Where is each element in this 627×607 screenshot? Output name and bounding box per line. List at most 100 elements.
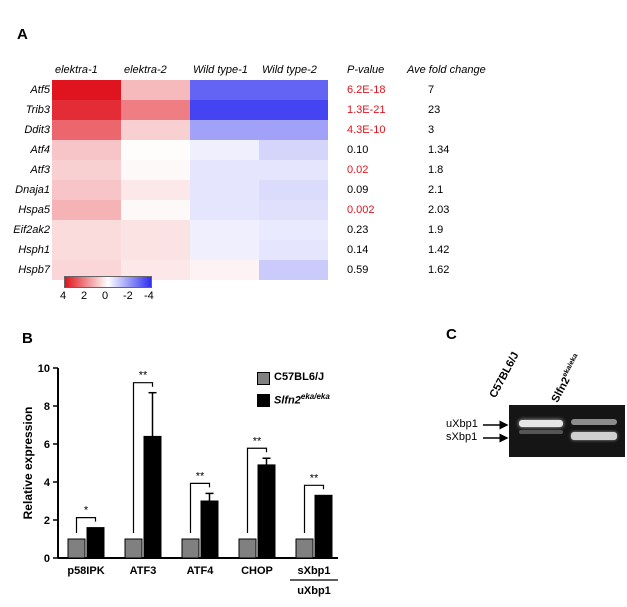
significance-bracket xyxy=(246,447,268,533)
bar-c57 xyxy=(295,538,314,559)
y-tick-label: 10 xyxy=(38,363,50,375)
heatmap-cell xyxy=(121,240,190,260)
pvalue-cell: 0.002 xyxy=(347,204,375,216)
significance-bracket xyxy=(303,484,325,533)
heatmap-cell xyxy=(121,100,190,120)
pvalue-cell: 0.23 xyxy=(347,224,369,236)
band-label-uxbp1: uXbp1 xyxy=(446,418,478,430)
heatmap-cell xyxy=(52,160,121,180)
heatmap-cell xyxy=(52,180,121,200)
gel-band-wt-u-faint xyxy=(519,430,563,434)
heatmap-cell xyxy=(190,160,259,180)
heatmap-row-label: Eif2ak2 xyxy=(13,224,50,236)
heatmap-cell xyxy=(259,260,328,280)
heatmap-cell xyxy=(52,220,121,240)
band-arrows xyxy=(483,420,509,443)
gel-image xyxy=(509,405,625,457)
fold-change-header: Ave fold change xyxy=(407,64,486,76)
heatmap-row-label: Hspa5 xyxy=(18,204,50,216)
y-tick-label: 4 xyxy=(44,477,51,489)
panel-c-label: C xyxy=(446,326,457,343)
pvalue-cell: 0.59 xyxy=(347,264,369,276)
fold-change-cell: 1.8 xyxy=(428,164,444,176)
gel-band-eka-u xyxy=(571,419,617,425)
heatmap-cell xyxy=(52,120,121,140)
heatmap-cell xyxy=(259,160,328,180)
color-scale-bar xyxy=(64,276,152,288)
color-scale-tick: -2 xyxy=(123,290,133,302)
heatmap-cell xyxy=(121,180,190,200)
heatmap-cell xyxy=(121,220,190,240)
heatmap-cell xyxy=(259,240,328,260)
bar-slfn2 xyxy=(86,527,105,559)
heatmap-cell xyxy=(52,260,121,280)
heatmap-cell xyxy=(121,80,190,100)
y-axis-label: Relative expression xyxy=(21,407,35,520)
color-scale-tick: 0 xyxy=(102,290,109,302)
legend-swatch-c57 xyxy=(257,372,270,385)
pvalue-cell: 6.2E-18 xyxy=(347,84,386,96)
heatmap-cell xyxy=(52,240,121,260)
pvalue-cell: 0.14 xyxy=(347,244,369,256)
y-tick-label: 0 xyxy=(44,553,50,565)
legend-label-slfn2: Slfn2eka/eka xyxy=(274,392,330,407)
heatmap-column-header: elektra-2 xyxy=(124,64,167,76)
legend-label-c57: C57BL6/J xyxy=(274,371,325,383)
heatmap-row-label: Atf3 xyxy=(30,164,50,176)
heatmap-cell xyxy=(190,140,259,160)
x-tick-label: ATF4 xyxy=(187,565,215,577)
pvalue-cell: 0.10 xyxy=(347,144,369,156)
pvalue-cell: 0.02 xyxy=(347,164,369,176)
fold-change-cell: 2.1 xyxy=(428,184,444,196)
heatmap-cell xyxy=(259,140,328,160)
heatmap-column-header: Wild type-1 xyxy=(193,64,248,76)
heatmap-cell xyxy=(190,220,259,240)
color-scale-tick: 4 xyxy=(60,290,67,302)
color-scale-tick: 2 xyxy=(81,290,88,302)
fold-change-cell: 7 xyxy=(428,84,435,96)
heatmap-row-label: Hsph1 xyxy=(18,244,50,256)
fold-change-cell: 1.9 xyxy=(428,224,444,236)
bar-c57 xyxy=(238,538,257,559)
heatmap-cell xyxy=(190,80,259,100)
pvalue-header: P-value xyxy=(347,64,385,76)
heatmap-cell xyxy=(190,200,259,220)
heatmap-cell xyxy=(121,120,190,140)
fold-change-cell: 2.03 xyxy=(428,204,450,216)
y-tick-label: 2 xyxy=(44,515,50,527)
heatmap-row-label: Dnaja1 xyxy=(15,184,50,196)
bar-chart: 0 2 4 6 8 10 Relative expression * p58IPK ** ATF3 *… xyxy=(21,363,338,597)
bar-slfn2 xyxy=(143,435,162,559)
legend-swatch-slfn2 xyxy=(257,394,270,407)
pvalue-cell: 1.3E-21 xyxy=(347,104,386,116)
fold-change-cell: 1.42 xyxy=(428,244,450,256)
heatmap-cell xyxy=(190,120,259,140)
heatmap-cell xyxy=(121,160,190,180)
heatmap-column-header: Wild type-2 xyxy=(262,64,317,76)
heatmap-cell xyxy=(190,240,259,260)
significance-bracket xyxy=(132,382,154,533)
heatmap-row-label: Trib3 xyxy=(25,104,50,116)
gel-lane-label-slfn2: Slfn2eka/eka xyxy=(549,352,580,405)
heatmap-cell xyxy=(259,100,328,120)
band-label-sxbp1: sXbp1 xyxy=(446,431,478,443)
heatmap-cell xyxy=(259,80,328,100)
bar-c57 xyxy=(124,538,143,559)
gel-band-wt-u xyxy=(519,420,563,427)
panel-a-label: A xyxy=(17,26,28,43)
significance-marker: ** xyxy=(139,370,148,382)
fold-change-cell: 23 xyxy=(428,104,441,116)
heatmap-cell xyxy=(190,100,259,120)
bar-slfn2 xyxy=(257,464,276,559)
color-scale-tick: -4 xyxy=(144,290,154,302)
significance-bracket xyxy=(189,482,211,533)
y-tick-label: 8 xyxy=(44,401,50,413)
fold-change-cell: 1.34 xyxy=(428,144,450,156)
bar-c57 xyxy=(67,538,86,559)
heatmap-cell xyxy=(52,80,121,100)
panel-b-label: B xyxy=(22,330,33,347)
heatmap-cell xyxy=(259,120,328,140)
y-tick-label: 6 xyxy=(44,439,50,451)
gel-lane-label-c57: C57BL6/J xyxy=(487,350,522,400)
pvalue-cell: 0.09 xyxy=(347,184,369,196)
